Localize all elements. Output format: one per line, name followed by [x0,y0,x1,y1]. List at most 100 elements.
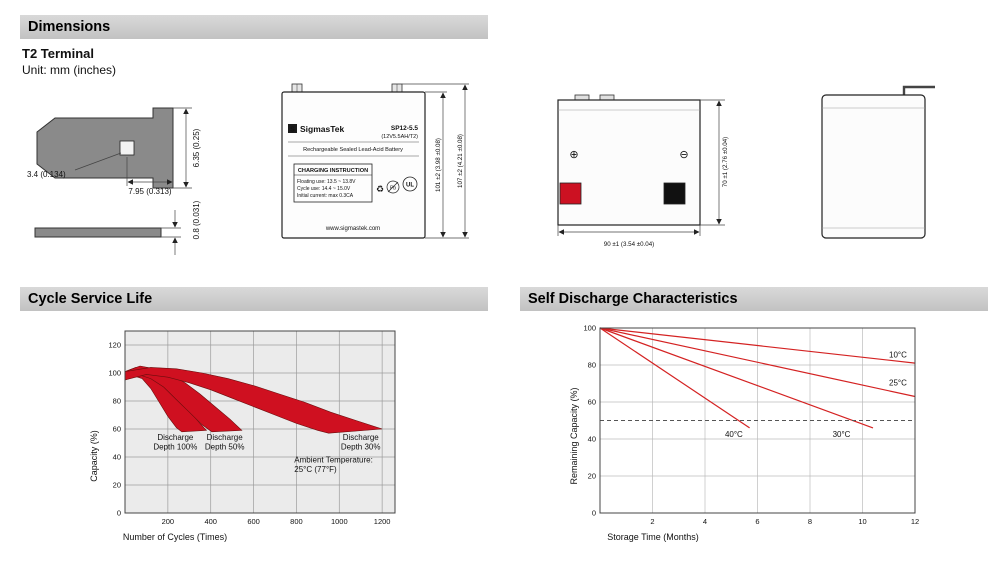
unit-note: Unit: mm (inches) [22,63,117,77]
series-line-40-c [599,327,750,429]
annotation: 40°C [725,430,743,439]
x-tick-label: 12 [911,517,919,526]
dimension-lines [402,83,469,239]
plot-border [124,330,396,514]
dim-container-height: 101 ±2 (3.98 ±0.08) [435,138,442,192]
annotation: Depth 50% [205,443,245,452]
x-tick-label: 800 [290,517,303,526]
terminal-tab [902,85,935,95]
section-header-self-discharge: Self Discharge Characteristics [520,287,988,311]
recycle-icon: ♻ [376,184,384,194]
chart-self-discharge: 2 4 6 8 10 12 0 20 40 60 80 100 10°C 25°C 40°C 30°C Stor… [569,324,919,543]
dim-side-height: 70 ±1 (2.76 ±0.04) [722,137,729,187]
charging-line-cycle: Cycle use: 14.4 ~ 15.0V [297,186,351,192]
positive-terminal-color-swatch [559,182,582,205]
annotation: 25°C (77°F) [294,465,337,474]
annotation: Discharge [343,433,380,442]
charging-line-initial: Initial current: max 0.3CA [297,193,354,199]
x-tick-label: 1200 [374,517,391,526]
y-axis-label: Capacity (%) [89,430,99,482]
annotation: 10°C [889,351,907,360]
section-header-cycle-service-life: Cycle Service Life [20,287,488,311]
battery-front-outline [281,83,426,239]
y-tick-label: 0 [117,509,121,518]
charging-line-floating: Floating use: 13.5 ~ 13.8V [297,179,356,185]
y-axis-label: Remaining Capacity (%) [569,387,579,484]
y-tick-label: 100 [583,324,596,333]
terminal-hole [119,140,135,156]
dim-terminal-width: 6.35 (0.25) [192,128,201,167]
drawing-end-view [821,85,935,239]
section-title: Cycle Service Life [28,291,153,307]
battery-type-text: Rechargeable Sealed Lead-Acid Battery [303,147,403,153]
band-discharge-depth-30- [124,367,383,434]
annotation: Discharge [157,433,194,442]
x-tick-label: 6 [755,517,759,526]
brand-name: SigmasTek [300,124,345,134]
dim-terminal-length: 7.95 (0.313) [128,187,171,196]
brand-logo-icon [288,124,297,133]
series-line-30-c [599,327,874,429]
x-tick-label: 8 [808,517,812,526]
positive-terminal-mark: ⊕ [569,149,578,161]
drawing-terminal-detail: 6.35 (0.25) 3.4 (0.134) 7.95 (0.313) 0.8… [27,107,201,255]
annotation: Depth 100% [153,443,197,452]
section-header-dimensions: Dimensions [20,15,488,39]
series-line-10-c [599,327,916,364]
x-tick-label: 1000 [331,517,348,526]
pb-icon-label: Pb [390,186,396,192]
y-tick-label: 120 [108,341,121,350]
dim-terminal-thickness: 0.8 (0.031) [192,200,201,239]
terminal-thickness-shape [34,227,162,238]
model-number: SP12-5.5 [391,125,418,132]
x-tick-label: 400 [204,517,217,526]
y-tick-label: 20 [588,472,596,481]
terminal-type-label: T2 Terminal [22,46,95,61]
plot-border [599,327,916,514]
section-title: Dimensions [28,19,111,35]
charging-instruction-title: CHARGING INSTRUCTION [298,168,368,174]
battery-label: S SigmasTek SP12-5.5 (12V5.5AH/T2) Recha… [288,124,419,232]
y-tick-label: 40 [113,453,121,462]
brand-logo-letter: S [290,127,295,134]
y-tick-label: 80 [588,361,596,370]
ul-icon-label: UL [406,183,414,189]
website-text: www.sigmastek.com [325,226,380,232]
x-axis-label: Number of Cycles (Times) [123,532,227,542]
x-tick-label: 10 [858,517,866,526]
annotation: Depth 30% [341,443,381,452]
negative-terminal-color-swatch [663,182,686,205]
battery-case [821,94,926,239]
annotation: Ambient Temperature: [294,456,373,465]
y-tick-label: 60 [588,398,596,407]
pb-icon [386,180,400,194]
drawing-side-view: ⊕ ⊖ 70 ±1 (2.76 ±0.04) 90 ±1 (3.54 ±0.04… [557,94,729,248]
section-title: Self Discharge Characteristics [528,291,738,307]
dim-total-height: 107 ±2 (4.21 ±0.08) [457,134,464,188]
dimension-lines [74,107,192,255]
x-tick-label: 4 [703,517,707,526]
x-axis-label: Storage Time (Months) [607,532,699,542]
y-tick-label: 20 [113,481,121,490]
y-tick-label: 40 [588,435,596,444]
y-tick-label: 60 [113,425,121,434]
drawing-front-view: S SigmasTek SP12-5.5 (12V5.5AH/T2) Recha… [281,83,469,239]
dimension-lines [557,99,725,236]
dim-side-width: 90 ±1 (3.54 ±0.04) [604,241,654,248]
battery-case [281,91,426,239]
x-tick-label: 600 [247,517,260,526]
y-tick-label: 100 [108,369,121,378]
series-line-25-c [599,327,916,398]
x-tick-label: 2 [650,517,654,526]
annotation: Discharge [207,433,244,442]
y-tick-label: 80 [113,397,121,406]
battery-case [557,99,701,226]
charging-instruction-box [293,163,373,203]
ul-icon [402,176,418,192]
annotation: 25°C [889,378,907,387]
dim-terminal-hole: 3.4 (0.134) [27,170,66,179]
y-tick-label: 0 [592,509,596,518]
annotation: 30°C [833,430,851,439]
x-tick-label: 200 [162,517,175,526]
chart-cycle-service-life: 200 400 600 800 1000 1200 0 20 40 60 80 100 120 Disch… [89,330,396,542]
